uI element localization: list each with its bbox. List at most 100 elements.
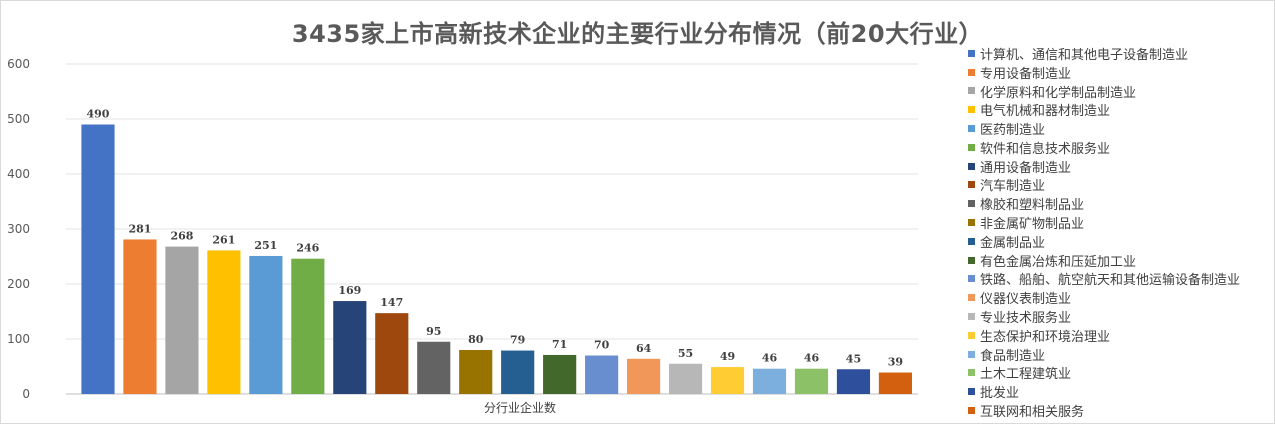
bar [417, 341, 451, 394]
legend-swatch [968, 49, 975, 57]
legend-swatch [968, 125, 975, 133]
data-label: 39 [888, 356, 903, 369]
legend-swatch [968, 68, 975, 76]
legend-label: 橡胶和塑料制品业 [980, 198, 1085, 214]
legend-swatch [968, 275, 975, 283]
bar [710, 367, 745, 394]
data-label: 251 [254, 239, 277, 252]
legend-swatch [968, 388, 975, 396]
data-label: 71 [552, 338, 567, 351]
legend-label: 仪器仪表制造业 [980, 292, 1072, 308]
bar [836, 369, 871, 394]
data-label: 46 [804, 352, 820, 365]
chart-title: 3435家上市高新技术企业的主要行业分布情况（前20大行业） [291, 20, 984, 48]
legend-item: 计算机、通信和其他电子设备制造业 [968, 44, 1268, 63]
bar [752, 368, 787, 394]
data-label: 268 [170, 230, 193, 243]
legend-swatch [968, 256, 975, 264]
legend-swatch [968, 350, 975, 358]
bar [207, 250, 241, 394]
bar [585, 355, 619, 394]
chart-legend: 计算机、通信和其他电子设备制造业 专用设备制造业 化学原料和化学制品制造业 电气机械和… [968, 44, 1268, 420]
y-tick-label: 600 [7, 57, 30, 71]
legend-item: 汽车制造业 [968, 176, 1268, 194]
legend-item: 生态保护和环境治理业 [968, 326, 1268, 345]
legend-swatch [968, 200, 975, 208]
legend-label: 金属制品业 [980, 235, 1046, 251]
y-tick-label: 200 [7, 277, 30, 291]
data-label: 79 [510, 334, 525, 347]
bar-chart-plot: 0 100 200 300 400 500 600 490 281 268 261 251 246 169… [7, 57, 918, 415]
data-label: 169 [338, 284, 361, 297]
legend-swatch [968, 87, 975, 95]
legend-swatch [968, 369, 975, 377]
legend-item: 软件和信息技术服务业 [968, 138, 1268, 157]
data-label: 490 [87, 108, 110, 121]
legend-label: 电气机械和器材制造业 [980, 104, 1111, 120]
legend-label: 专业技术服务业 [980, 311, 1072, 327]
legend-swatch [968, 313, 975, 321]
legend-item: 铁路、船舶、航空航天和其他运输设备制造业 [968, 270, 1268, 288]
data-label: 281 [128, 222, 151, 235]
legend-item: 非金属矿物制品业 [968, 213, 1268, 232]
data-label: 64 [636, 342, 652, 355]
data-label: 95 [426, 325, 441, 338]
bar [459, 350, 493, 394]
legend-label: 软件和信息技术服务业 [980, 141, 1111, 157]
legend-item: 医药制造业 [968, 119, 1268, 138]
bar [668, 363, 703, 394]
legend-label: 食品制造业 [980, 348, 1046, 364]
bar [333, 301, 367, 394]
legend-item: 仪器仪表制造业 [968, 288, 1268, 307]
bar [165, 246, 199, 394]
x-axis-label: 分行业企业数 [484, 400, 556, 415]
y-tick-label: 300 [7, 222, 30, 236]
bar [81, 124, 115, 394]
data-label: 246 [296, 242, 319, 255]
legend-item: 金属制品业 [968, 232, 1268, 251]
legend-label: 土木工程建筑业 [980, 367, 1072, 383]
bar [291, 258, 325, 394]
legend-swatch [968, 294, 975, 302]
data-label: 55 [678, 347, 693, 360]
legend-item: 批发业 [968, 382, 1268, 401]
legend-item: 食品制造业 [968, 345, 1268, 364]
y-tick-label: 400 [7, 167, 30, 181]
data-label: 49 [720, 350, 735, 363]
data-label: 80 [468, 333, 484, 346]
bar [123, 239, 157, 394]
legend-swatch [968, 143, 975, 151]
legend-swatch [968, 106, 975, 114]
legend-label: 批发业 [980, 386, 1020, 402]
legend-item: 互联网和相关服务 [968, 401, 1268, 420]
legend-item: 专用设备制造业 [968, 63, 1268, 82]
data-label: 147 [380, 296, 403, 309]
legend-item: 橡胶和塑料制品业 [968, 194, 1268, 213]
bar [501, 350, 535, 394]
data-label: 45 [846, 352, 861, 365]
bar [249, 255, 283, 394]
legend-item: 电气机械和器材制造业 [968, 100, 1268, 119]
legend-label: 非金属矿物制品业 [980, 217, 1085, 233]
bar [543, 354, 577, 394]
legend-label: 专用设备制造业 [980, 66, 1072, 82]
data-label: 46 [762, 352, 778, 365]
legend-label: 互联网和相关服务 [980, 405, 1085, 421]
data-label: 261 [212, 233, 235, 246]
legend-item: 有色金属冶炼和压延加工业 [968, 251, 1268, 270]
legend-label: 通用设备制造业 [980, 160, 1072, 176]
bar [375, 313, 409, 394]
bar [627, 358, 661, 394]
legend-label: 有色金属冶炼和压延加工业 [980, 254, 1137, 270]
y-tick-label: 0 [22, 387, 30, 401]
legend-swatch [968, 407, 975, 415]
legend-swatch [968, 162, 975, 170]
legend-item: 通用设备制造业 [968, 157, 1268, 176]
legend-swatch [968, 219, 975, 227]
legend-swatch [968, 181, 975, 189]
bar [878, 372, 913, 394]
legend-item: 专业技术服务业 [968, 307, 1268, 326]
legend-swatch [968, 331, 975, 339]
y-tick-label: 100 [7, 332, 30, 346]
legend-label: 医药制造业 [980, 123, 1046, 139]
